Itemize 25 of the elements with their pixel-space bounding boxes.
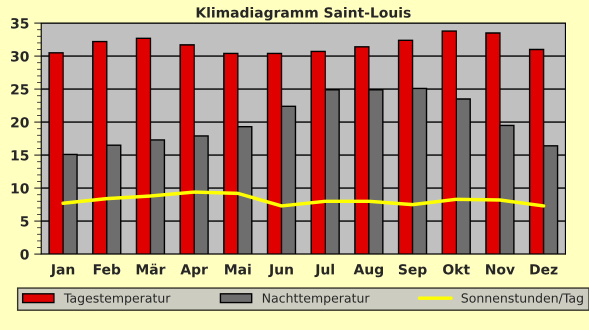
- y-tick-label: 30: [11, 51, 29, 62]
- y-tick-label: 10: [12, 183, 29, 194]
- x-tick-label: Apr: [180, 264, 208, 278]
- x-tick-label: Feb: [94, 264, 120, 275]
- x-tick-label: Mär: [136, 264, 166, 275]
- y-tick-label: 0: [20, 249, 29, 260]
- x-tick-label: Nov: [486, 264, 515, 275]
- y-tick-label: 15: [12, 150, 28, 161]
- x-tick-label: Jul: [314, 264, 334, 278]
- legend-label: Nachttemperatur: [262, 293, 370, 306]
- x-tick-label: Sep: [398, 264, 427, 278]
- y-tick-label: 25: [11, 84, 28, 95]
- line-series: [61, 190, 546, 208]
- x-tick-label: Jun: [268, 264, 293, 278]
- x-tick-label: Mai: [225, 264, 251, 275]
- y-tick-label: 5: [20, 216, 28, 227]
- x-tick-label: Aug: [354, 264, 383, 278]
- legend-label: Tagestemperatur: [64, 293, 170, 306]
- chart-title: Klimadiagramm Saint-Louis: [196, 6, 411, 21]
- x-tick-label: Dez: [530, 264, 558, 275]
- x-tick-label: Jan: [50, 264, 74, 278]
- y-tick-label: 20: [11, 117, 29, 128]
- legend-label: Sonnenstunden/Tag: [462, 293, 583, 306]
- y-tick-label: 35: [11, 18, 28, 29]
- x-tick-label: Okt: [443, 264, 470, 275]
